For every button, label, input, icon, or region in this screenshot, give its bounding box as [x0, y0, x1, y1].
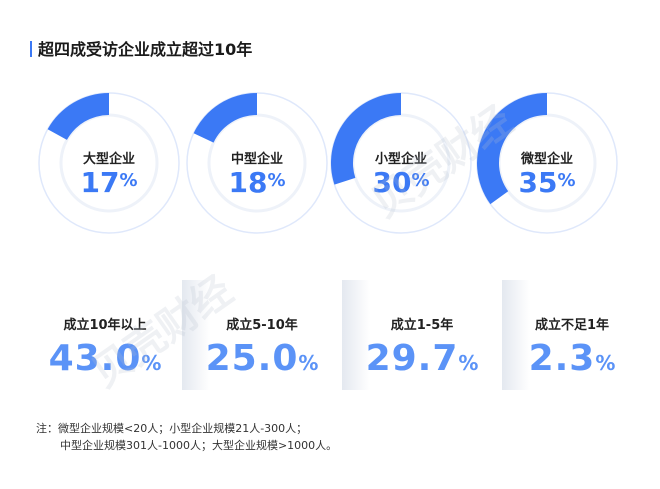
footnote-line-2: 中型企业规模301人-1000人；大型企业规模>1000人。: [60, 439, 338, 452]
stat-label: 成立不足1年: [534, 318, 610, 333]
donut-unit: %: [119, 170, 138, 191]
stat-value: 29.7%: [342, 338, 502, 379]
title-text: 超四成受访企业成立超过10年: [38, 40, 253, 59]
stat-value: 2.3%: [502, 338, 642, 379]
stat-unit: %: [595, 351, 616, 375]
stat-number: 29.7: [365, 338, 459, 379]
page-title: 超四成受访企业成立超过10年: [30, 36, 252, 60]
stat-unit: %: [298, 351, 319, 375]
donut-label: 小型企业: [374, 152, 427, 167]
footnote: 注：微型企业规模<20人；小型企业规模21人-300人； 中型企业规模301人-…: [36, 420, 337, 454]
donut-svg-1: [186, 92, 328, 234]
donut-percent: 30%: [328, 166, 474, 199]
donut-value: 17: [80, 166, 120, 199]
stat-value: 43.0%: [30, 338, 180, 379]
stat-value: 25.0%: [182, 338, 342, 379]
stat-label: 成立10年以上: [63, 318, 147, 333]
stat-over-10-years: 成立10年以上 43.0%: [30, 280, 180, 390]
donut-large-enterprise: 大型企业 17%: [36, 90, 182, 236]
donut-svg-0: [38, 92, 180, 234]
donut-unit: %: [557, 170, 576, 191]
stat-number: 2.3: [528, 338, 596, 379]
donut-label: 中型企业: [230, 152, 283, 167]
donut-micro-enterprise: 微型企业 35%: [474, 90, 620, 236]
stat-5-10-years: 成立5-10年 25.0%: [182, 280, 342, 390]
stat-under-1-year: 成立不足1年 2.3%: [502, 280, 642, 390]
donut-slice: [193, 93, 257, 143]
donut-slice: [477, 93, 547, 205]
donut-slice: [331, 93, 401, 185]
donut-label: 微型企业: [520, 152, 573, 167]
donut-value: 18: [228, 166, 268, 199]
stat-1-5-years: 成立1-5年 29.7%: [342, 280, 502, 390]
donut-small-enterprise: 小型企业 30%: [328, 90, 474, 236]
stat-number: 25.0: [205, 338, 299, 379]
donut-svg-2: [330, 92, 472, 234]
stat-label: 成立1-5年: [390, 318, 454, 333]
donut-value: 30: [372, 166, 412, 199]
footnote-line-1: 注：微型企业规模<20人；小型企业规模21人-300人；: [36, 422, 308, 435]
donut-percent: 18%: [184, 166, 330, 199]
donut-value: 35: [518, 166, 558, 199]
stat-unit: %: [141, 351, 162, 375]
donut-slice: [47, 93, 109, 140]
donut-unit: %: [267, 170, 286, 191]
donut-medium-enterprise: 中型企业 18%: [184, 90, 330, 236]
donut-percent: 35%: [474, 166, 620, 199]
title-accent-bar: [30, 41, 32, 57]
stat-number: 43.0: [48, 338, 142, 379]
donut-percent: 17%: [36, 166, 182, 199]
stat-label: 成立5-10年: [226, 318, 298, 333]
donut-label: 大型企业: [82, 152, 135, 167]
donut-svg-3: [476, 92, 618, 234]
stat-unit: %: [458, 351, 479, 375]
donut-unit: %: [411, 170, 430, 191]
